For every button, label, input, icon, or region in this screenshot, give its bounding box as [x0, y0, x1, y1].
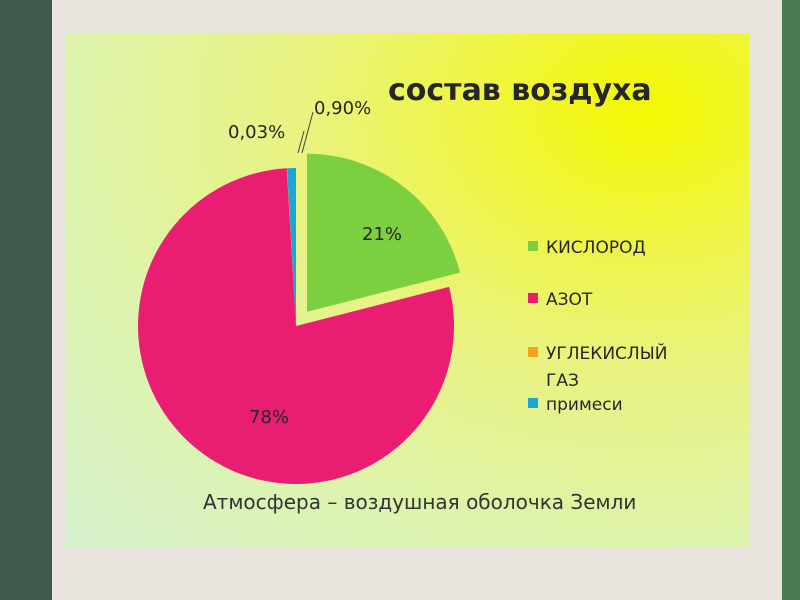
- data-label-nitrogen: 78%: [249, 407, 289, 428]
- pie-chart: состав воздуха 21% 78% 0,03% 0,90% КИСЛО…: [138, 73, 673, 514]
- chart-caption: Атмосфера – воздушная оболочка Земли: [203, 490, 636, 514]
- slide: состав воздуха 21% 78% 0,03% 0,90% КИСЛО…: [66, 33, 750, 547]
- legend-swatch-nitrogen: [528, 293, 538, 303]
- legend-swatch-oxygen: [528, 241, 538, 251]
- chart-title: состав воздуха: [388, 73, 652, 108]
- data-label-oxygen: 21%: [362, 224, 402, 245]
- pie-slice-nitrogen: [138, 168, 454, 485]
- legend-label-co2-line1: УГЛЕКИСЛЫЙ: [546, 342, 667, 364]
- pie-slice-oxygen: [307, 153, 461, 312]
- legend-label-co2: УГЛЕКИСЛЫЙ ГАЗ: [546, 342, 673, 391]
- pie-slice-impurities: [287, 168, 296, 326]
- leader-line-co2: [297, 130, 305, 154]
- legend-label-oxygen: КИСЛОРОД: [546, 238, 646, 258]
- left-decorative-band: [0, 0, 52, 600]
- right-decorative-band: [782, 0, 800, 600]
- legend-swatch-impurities: [528, 398, 538, 408]
- leader-line-impurities: [301, 111, 314, 154]
- legend: КИСЛОРОД АЗОТ УГЛЕКИСЛЫЙ ГАЗ примеси: [528, 238, 673, 415]
- legend-swatch-co2: [528, 347, 538, 357]
- legend-label-impurities: примеси: [546, 395, 623, 415]
- legend-label-nitrogen: АЗОТ: [546, 290, 593, 310]
- data-label-co2: 0,03%: [228, 122, 285, 143]
- legend-label-co2-line2: ГАЗ: [546, 371, 579, 391]
- data-label-impurities: 0,90%: [314, 98, 371, 119]
- pie-slice-co2: [286, 168, 296, 326]
- pie-slices: [138, 153, 461, 485]
